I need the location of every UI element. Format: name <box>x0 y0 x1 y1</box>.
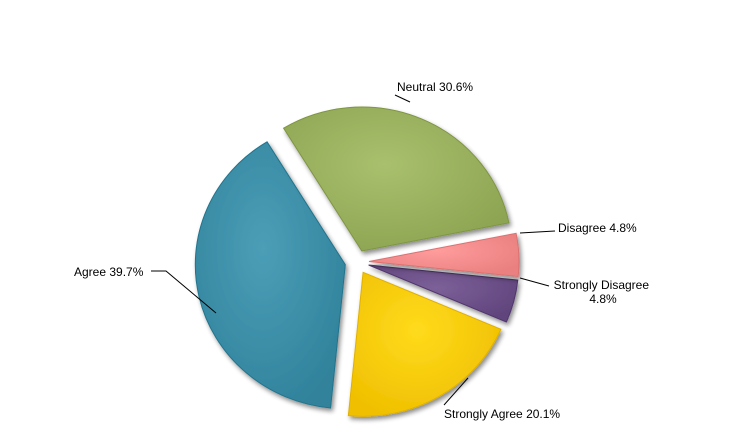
leader-strongly-agree <box>443 377 469 406</box>
pie-slices <box>194 106 520 417</box>
leader-disagree <box>519 230 556 234</box>
label-neutral: Neutral 30.6% <box>397 80 473 94</box>
label-disagree: Disagree 4.8% <box>558 221 637 235</box>
slice-disagree <box>368 232 520 278</box>
slice-neutral <box>282 106 510 252</box>
label-strongly-disagree: Strongly Disagree 4.8% <box>554 278 653 306</box>
slice-strongly-agree <box>347 271 502 417</box>
leader-agree <box>151 270 217 314</box>
leader-strongly-disagree <box>519 277 550 287</box>
slice-strongly-disagree <box>368 264 519 323</box>
label-agree: Agree 39.7% <box>74 265 144 279</box>
leader-lines <box>151 94 556 406</box>
leader-neutral <box>394 94 411 103</box>
label-strongly-agree: Strongly Agree 20.1% <box>444 407 560 421</box>
slice-agree <box>194 141 346 409</box>
